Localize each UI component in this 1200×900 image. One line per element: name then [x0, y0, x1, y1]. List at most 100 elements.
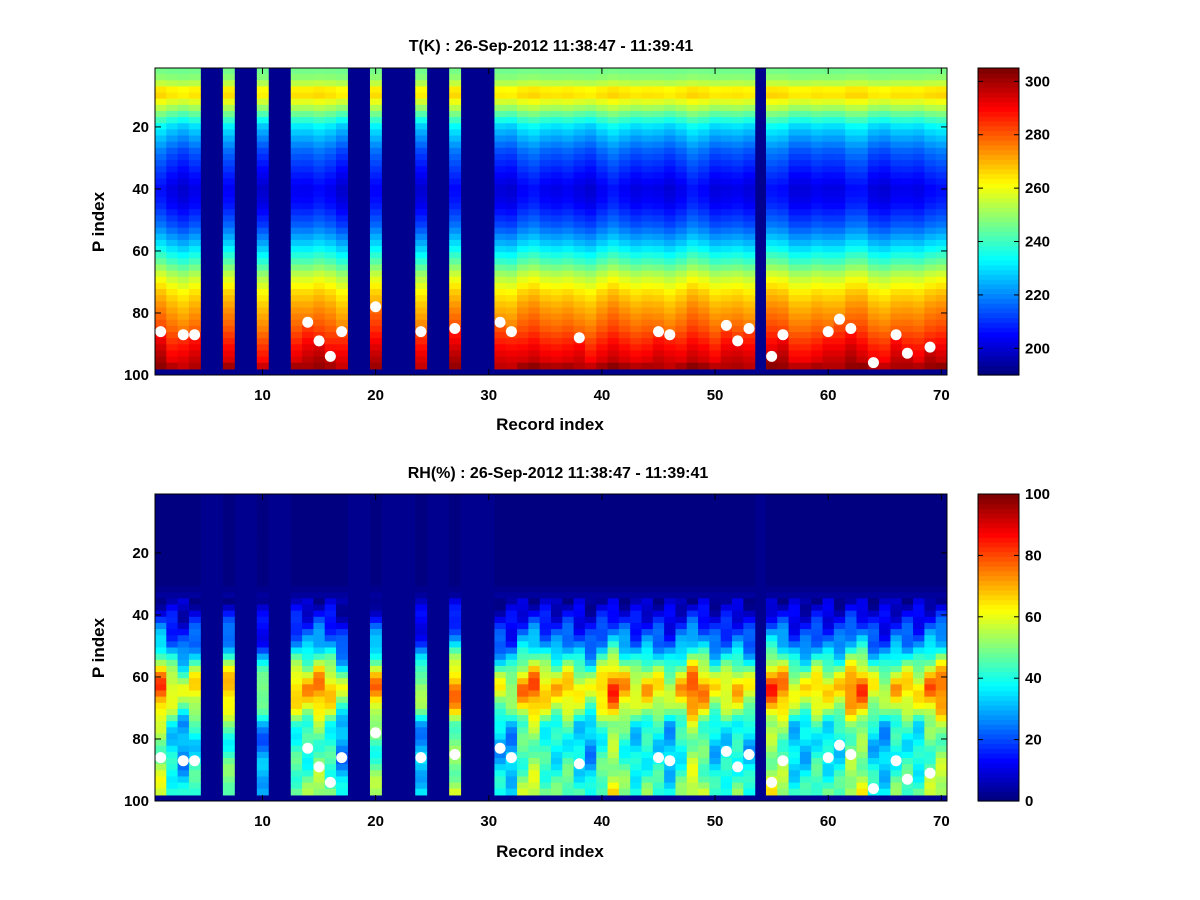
heatmap-cell — [505, 282, 518, 290]
heatmap-cell — [777, 233, 790, 241]
heatmap-cell — [539, 153, 552, 161]
heatmap-cell — [822, 252, 835, 259]
heatmap-cell — [879, 332, 892, 339]
heatmap-cell — [698, 543, 710, 550]
heatmap-cell — [765, 282, 778, 290]
heatmap-cell — [188, 506, 201, 514]
heatmap-cell — [811, 592, 824, 599]
heatmap-cell — [222, 708, 235, 716]
heatmap-cell — [494, 215, 507, 223]
heatmap-cell — [302, 598, 314, 606]
heatmap-cell — [788, 543, 801, 550]
heatmap-cell — [336, 301, 348, 309]
heatmap-cell — [562, 641, 575, 649]
heatmap-cell — [290, 653, 303, 661]
heatmap-cell — [913, 252, 925, 259]
heatmap-cell — [449, 512, 462, 520]
heatmap-cell — [765, 518, 778, 526]
heatmap-cell — [324, 629, 337, 636]
heatmap-cell — [686, 776, 699, 784]
heatmap-cell — [720, 141, 733, 149]
heatmap-cell — [822, 227, 835, 235]
heatmap-cell — [867, 135, 880, 143]
heatmap-cell — [765, 215, 778, 223]
heatmap-cell — [709, 227, 722, 235]
heatmap-cell — [607, 715, 620, 722]
heatmap-cell — [833, 647, 846, 655]
heatmap-cell — [822, 80, 835, 88]
heatmap-cell — [290, 512, 303, 520]
heatmap-cell — [155, 141, 167, 149]
heatmap-cell — [336, 203, 348, 210]
heatmap-cell — [799, 659, 812, 667]
heatmap-cell — [799, 751, 812, 759]
heatmap-cell — [856, 356, 869, 364]
heatmap-cell — [222, 325, 235, 333]
heatmap-cell — [720, 690, 733, 698]
heatmap-cell — [528, 301, 541, 309]
surface-marker — [336, 326, 348, 338]
heatmap-cell — [369, 282, 382, 290]
heatmap-cell — [720, 123, 733, 130]
heatmap-cell — [290, 203, 303, 210]
heatmap-cell — [551, 715, 563, 722]
colorbar-segment — [978, 303, 1019, 309]
heatmap-cell — [188, 733, 201, 741]
heatmap-cell — [505, 733, 518, 741]
heatmap-cell — [528, 227, 541, 235]
heatmap-cell — [166, 684, 179, 692]
colorbar-segment — [978, 360, 1019, 367]
heatmap-cell — [177, 86, 190, 94]
heatmap-cell — [890, 264, 903, 272]
heatmap-cell — [913, 153, 925, 161]
heatmap-cell — [302, 184, 314, 192]
heatmap-cell — [415, 166, 428, 173]
heatmap-cell — [698, 147, 710, 155]
heatmap-cell — [822, 610, 835, 618]
heatmap-cell — [765, 635, 778, 642]
heatmap-cell — [302, 332, 314, 339]
heatmap-cell — [222, 338, 235, 345]
heatmap-cell — [720, 524, 733, 532]
heatmap-cell — [584, 764, 597, 771]
heatmap-cell — [222, 215, 235, 223]
heatmap-cell — [528, 104, 541, 112]
heatmap-cell — [155, 745, 167, 753]
heatmap-cell — [935, 147, 947, 155]
heatmap-cell — [607, 672, 620, 679]
heatmap-cell — [822, 203, 835, 210]
heatmap-cell — [517, 215, 529, 223]
heatmap-cell — [177, 239, 190, 247]
heatmap-cell — [155, 579, 167, 587]
heatmap-cell — [313, 543, 326, 550]
heatmap-cell — [166, 160, 179, 167]
heatmap-cell — [833, 549, 846, 556]
heatmap-cell — [517, 123, 529, 130]
heatmap-cell — [324, 653, 337, 661]
heatmap-cell — [166, 715, 179, 722]
heatmap-cell — [709, 362, 722, 370]
heatmap-cell — [652, 135, 665, 143]
heatmap-cell — [845, 289, 858, 296]
heatmap-cell — [539, 567, 552, 575]
heatmap-cell — [528, 338, 541, 345]
heatmap-cell — [686, 647, 699, 655]
heatmap-cell — [256, 616, 269, 624]
heatmap-cell — [573, 264, 586, 272]
heatmap-cell — [584, 184, 597, 192]
heatmap-cell — [177, 567, 190, 575]
heatmap-cell — [935, 246, 947, 253]
heatmap-cell — [686, 506, 699, 514]
heatmap-cell — [551, 561, 563, 569]
heatmap-cell — [822, 190, 835, 198]
heatmap-cell — [177, 178, 190, 186]
heatmap-cell — [313, 530, 326, 538]
heatmap-cell — [675, 678, 688, 685]
heatmap-cell — [166, 721, 179, 728]
heatmap-cell — [641, 524, 654, 532]
heatmap-cell — [256, 172, 269, 180]
heatmap-cell — [799, 92, 812, 100]
heatmap-cell — [799, 258, 812, 266]
heatmap-cell — [675, 764, 688, 771]
heatmap-cell — [494, 233, 507, 241]
